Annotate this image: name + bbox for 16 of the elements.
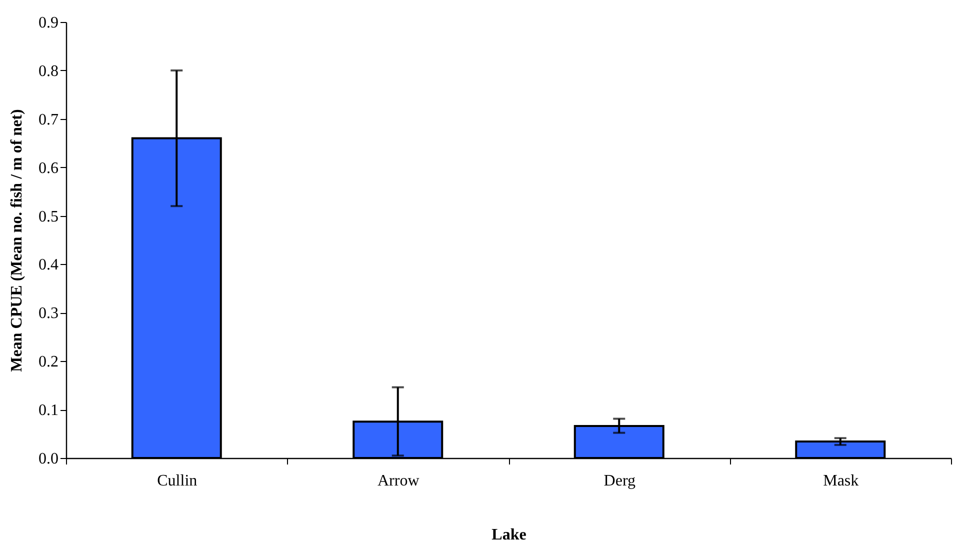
y-tick-label: 0.1 [38, 402, 58, 420]
y-axis-title: Mean CPUE (Mean no. fish / m of net) [8, 109, 26, 372]
x-tick-label: Cullin [157, 472, 198, 490]
x-tick-label: Arrow [377, 472, 420, 490]
y-tick-label: 0.6 [38, 160, 58, 177]
y-tick-label: 0.2 [38, 354, 58, 371]
y-tick-label: 0.8 [38, 62, 58, 80]
y-tick-label: 0.7 [38, 111, 58, 128]
y-tick-label: 0.3 [38, 305, 58, 322]
y-tick-label: 0.5 [38, 208, 58, 226]
x-axis-title: Lake [492, 526, 526, 544]
y-tick-label: 0.4 [38, 256, 58, 274]
x-tick-label: Mask [823, 472, 859, 490]
x-tick-label: Derg [604, 472, 636, 490]
y-tick-label: 0.9 [38, 14, 58, 32]
y-tick-label: 0.0 [38, 450, 58, 468]
